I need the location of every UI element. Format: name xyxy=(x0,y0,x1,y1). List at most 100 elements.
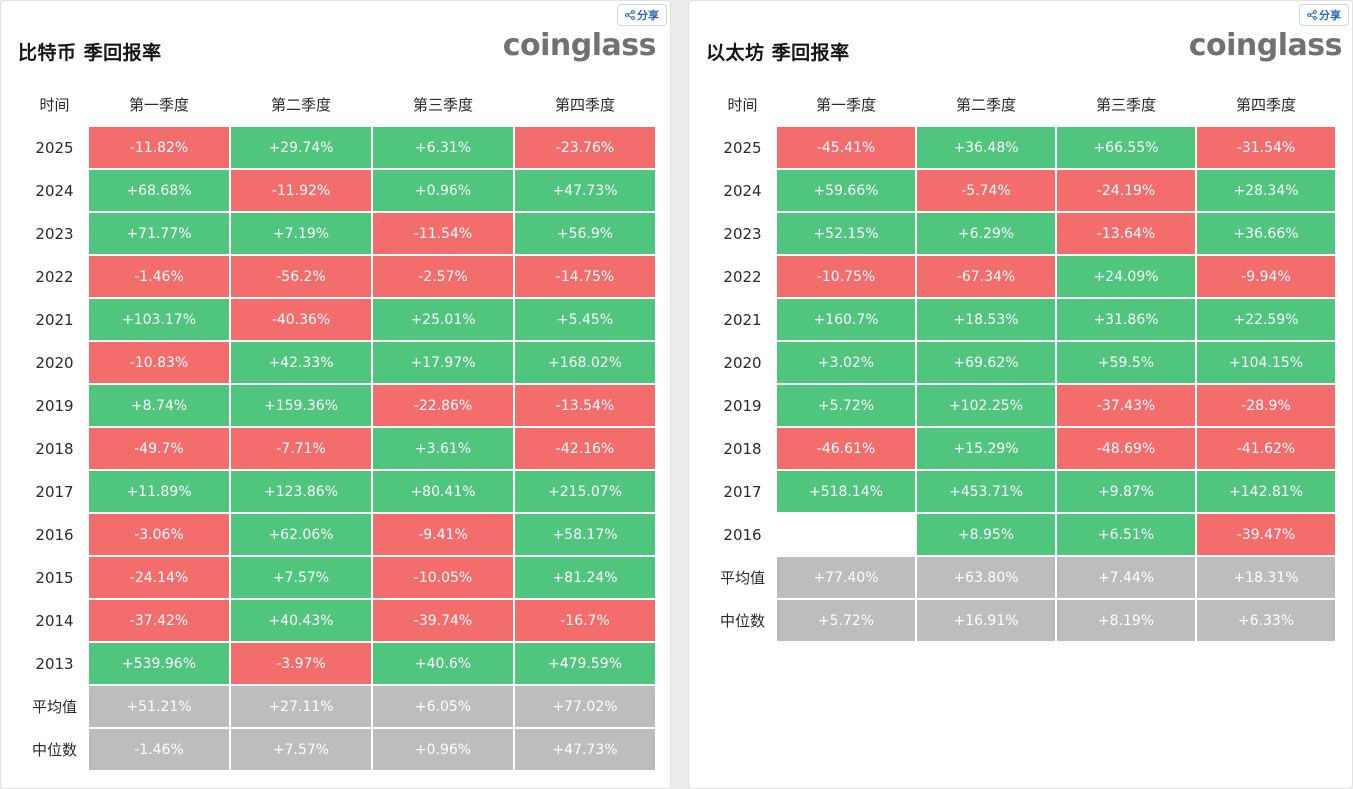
btc-share-button[interactable]: 分享 xyxy=(617,4,667,26)
return-cell-q2: +16.91% xyxy=(917,600,1055,641)
return-cell-q1: +518.14% xyxy=(777,471,915,512)
return-cell-q4: -16.7% xyxy=(515,600,655,641)
return-cell-q2: +62.06% xyxy=(231,514,371,555)
table-row: 2025 -45.41% +36.48% +66.55% -31.54% xyxy=(710,127,1335,168)
return-cell-q4: +168.02% xyxy=(515,342,655,383)
table-row: 2015 -24.14% +7.57% -10.05% +81.24% xyxy=(22,557,655,598)
year-label: 2022 xyxy=(35,267,74,286)
return-cell-q1: -1.46% xyxy=(89,729,229,770)
return-cell-q2: -67.34% xyxy=(917,256,1055,297)
return-cell-q1 xyxy=(777,514,915,555)
table-row: 平均值 +77.40% +63.80% +7.44% +18.31% xyxy=(710,557,1335,598)
column-header-time: 时间 xyxy=(39,96,70,114)
return-cell-q2: +7.57% xyxy=(231,557,371,598)
return-cell-q2: -11.92% xyxy=(231,170,371,211)
table-row: 中位数 +5.72% +16.91% +8.19% +6.33% xyxy=(710,600,1335,641)
table-row: 2019 +5.72% +102.25% -37.43% -28.9% xyxy=(710,385,1335,426)
return-cell-q1: -1.46% xyxy=(89,256,229,297)
year-label: 2020 xyxy=(723,353,762,372)
return-cell-q3: +25.01% xyxy=(373,299,513,340)
share-label: 分享 xyxy=(637,10,659,22)
table-row: 2018 -46.61% +15.29% -48.69% -41.62% xyxy=(710,428,1335,469)
return-cell-q3: +0.96% xyxy=(373,729,513,770)
year-label: 2019 xyxy=(723,396,762,415)
eth-panel-title: 以太坊 季回报率 xyxy=(706,42,850,64)
return-cell-q4: +47.73% xyxy=(515,729,655,770)
table-row: 2020 +3.02% +69.62% +59.5% +104.15% xyxy=(710,342,1335,383)
return-cell-q2: +18.53% xyxy=(917,299,1055,340)
return-cell-q2: +7.19% xyxy=(231,213,371,254)
stat-label: 中位数 xyxy=(31,741,77,759)
return-cell-q4: -42.16% xyxy=(515,428,655,469)
return-cell-q1: +11.89% xyxy=(89,471,229,512)
btc-quarterly-returns-panel: 分享 比特币 季回报率 coinglass 时间 第一季度 第二季度 第三季度 第四季度… xyxy=(0,0,671,789)
return-cell-q2: -5.74% xyxy=(917,170,1055,211)
return-cell-q2: +8.95% xyxy=(917,514,1055,555)
coinglass-logo: coinglass xyxy=(502,28,657,63)
return-cell-q1: +539.96% xyxy=(89,643,229,684)
column-header-q4: 第四季度 xyxy=(1235,96,1296,114)
year-label: 2024 xyxy=(35,181,74,200)
year-label: 2022 xyxy=(723,267,762,286)
return-cell-q2: +453.71% xyxy=(917,471,1055,512)
year-label: 2013 xyxy=(35,654,74,673)
year-label: 2017 xyxy=(723,482,762,501)
return-cell-q4: -13.54% xyxy=(515,385,655,426)
return-cell-q2: +36.48% xyxy=(917,127,1055,168)
return-cell-q2: +63.80% xyxy=(917,557,1055,598)
return-cell-q1: -11.82% xyxy=(89,127,229,168)
column-header-q4: 第四季度 xyxy=(554,96,615,114)
btc-panel-title: 比特币 季回报率 xyxy=(18,42,162,64)
return-cell-q3: +9.87% xyxy=(1057,471,1195,512)
return-cell-q4: -28.9% xyxy=(1197,385,1335,426)
eth-share-button[interactable]: 分享 xyxy=(1299,4,1349,26)
return-cell-q3: -10.05% xyxy=(373,557,513,598)
return-cell-q1: -46.61% xyxy=(777,428,915,469)
return-cell-q4: +18.31% xyxy=(1197,557,1335,598)
stat-label: 中位数 xyxy=(719,612,765,630)
table-row: 2020 -10.83% +42.33% +17.97% +168.02% xyxy=(22,342,655,383)
return-cell-q3: +24.09% xyxy=(1057,256,1195,297)
share-label: 分享 xyxy=(1319,10,1341,22)
table-row: 2018 -49.7% -7.71% +3.61% -42.16% xyxy=(22,428,655,469)
return-cell-q2: +7.57% xyxy=(231,729,371,770)
return-cell-q3: -22.86% xyxy=(373,385,513,426)
return-cell-q4: +56.9% xyxy=(515,213,655,254)
return-cell-q4: -14.75% xyxy=(515,256,655,297)
column-header-q3: 第三季度 xyxy=(412,96,473,114)
table-row: 2025 -11.82% +29.74% +6.31% -23.76% xyxy=(22,127,655,168)
return-cell-q3: +17.97% xyxy=(373,342,513,383)
column-header-q1: 第一季度 xyxy=(815,96,876,114)
return-cell-q2: +15.29% xyxy=(917,428,1055,469)
return-cell-q1: +77.40% xyxy=(777,557,915,598)
table-row: 2014 -37.42% +40.43% -39.74% -16.7% xyxy=(22,600,655,641)
return-cell-q4: +142.81% xyxy=(1197,471,1335,512)
column-header-q2: 第二季度 xyxy=(270,96,331,114)
return-cell-q3: -9.41% xyxy=(373,514,513,555)
table-row: 2016 -3.06% +62.06% -9.41% +58.17% xyxy=(22,514,655,555)
eth-returns-table: 时间 第一季度 第二季度 第三季度 第四季度 2025 -45.41% +36.48% +66… xyxy=(708,82,1337,643)
return-cell-q1: +5.72% xyxy=(777,385,915,426)
return-cell-q1: -37.42% xyxy=(89,600,229,641)
return-cell-q4: +77.02% xyxy=(515,686,655,727)
return-cell-q4: +47.73% xyxy=(515,170,655,211)
table-row: 平均值 +51.21% +27.11% +6.05% +77.02% xyxy=(22,686,655,727)
year-label: 2017 xyxy=(35,482,74,501)
return-cell-q1: +59.66% xyxy=(777,170,915,211)
table-row: 2017 +11.89% +123.86% +80.41% +215.07% xyxy=(22,471,655,512)
return-cell-q4: -39.47% xyxy=(1197,514,1335,555)
coinglass-logo: coinglass xyxy=(1188,28,1343,63)
year-label: 2024 xyxy=(723,181,762,200)
column-header-q1: 第一季度 xyxy=(128,96,189,114)
table-row: 2017 +518.14% +453.71% +9.87% +142.81% xyxy=(710,471,1335,512)
stat-label: 平均值 xyxy=(31,698,77,716)
return-cell-q1: +68.68% xyxy=(89,170,229,211)
year-label: 2021 xyxy=(723,310,762,329)
year-label: 2018 xyxy=(35,439,74,458)
return-cell-q2: -3.97% xyxy=(231,643,371,684)
return-cell-q1: +160.7% xyxy=(777,299,915,340)
table-row: 2023 +71.77% +7.19% -11.54% +56.9% xyxy=(22,213,655,254)
return-cell-q4: +81.24% xyxy=(515,557,655,598)
return-cell-q2: -56.2% xyxy=(231,256,371,297)
return-cell-q4: +479.59% xyxy=(515,643,655,684)
